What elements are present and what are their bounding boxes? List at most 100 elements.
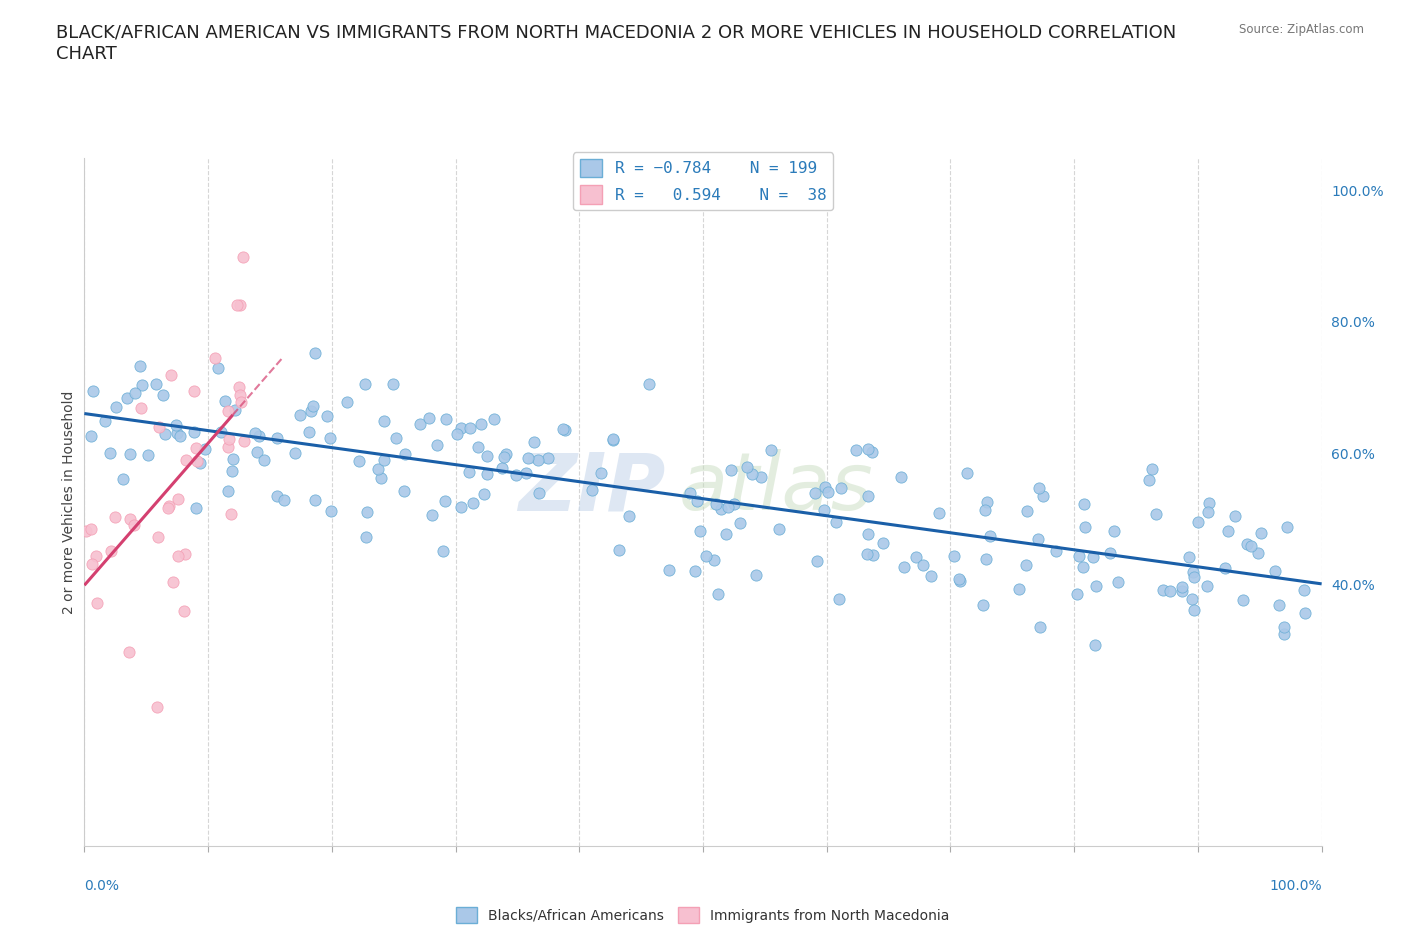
- Point: [347, 454, 370, 469]
- Point: [118, 512, 141, 526]
- Point: [872, 536, 894, 551]
- Point: [1177, 550, 1199, 565]
- Point: [814, 480, 837, 495]
- Point: [1247, 545, 1270, 560]
- Point: [1294, 605, 1316, 620]
- Point: [373, 414, 395, 429]
- Point: [367, 462, 389, 477]
- Point: [716, 527, 738, 542]
- Point: [1073, 497, 1095, 512]
- Point: [194, 442, 217, 457]
- Point: [82, 383, 104, 398]
- Point: [207, 361, 229, 376]
- Point: [86, 595, 108, 610]
- Point: [537, 450, 560, 465]
- Point: [890, 470, 912, 485]
- Point: [1182, 565, 1205, 579]
- Text: Source: ZipAtlas.com: Source: ZipAtlas.com: [1239, 23, 1364, 36]
- Point: [209, 424, 232, 439]
- Point: [1197, 505, 1219, 520]
- Point: [1272, 619, 1295, 634]
- Point: [1275, 520, 1298, 535]
- Text: atlas: atlas: [678, 449, 873, 527]
- Point: [1029, 619, 1052, 634]
- Point: [129, 359, 152, 374]
- Point: [904, 550, 927, 565]
- Point: [321, 504, 343, 519]
- Point: [1198, 496, 1220, 511]
- Point: [1274, 627, 1296, 642]
- Point: [745, 567, 768, 582]
- Point: [516, 450, 538, 465]
- Point: [394, 446, 416, 461]
- Point: [856, 489, 879, 504]
- Point: [253, 453, 276, 468]
- Point: [129, 401, 152, 416]
- Point: [679, 485, 702, 500]
- Point: [233, 433, 256, 448]
- Point: [920, 568, 942, 583]
- Point: [717, 499, 740, 514]
- Point: [381, 376, 404, 391]
- Point: [526, 452, 548, 467]
- Point: [825, 515, 848, 530]
- Point: [1187, 515, 1209, 530]
- Point: [735, 459, 758, 474]
- Point: [298, 425, 321, 440]
- Point: [174, 547, 197, 562]
- Point: [554, 423, 576, 438]
- Point: [104, 399, 127, 414]
- Point: [1085, 579, 1108, 594]
- Point: [1142, 462, 1164, 477]
- Y-axis label: 2 or more Vehicles in Household: 2 or more Vehicles in Household: [62, 391, 76, 614]
- Point: [768, 522, 790, 537]
- Point: [979, 529, 1001, 544]
- Point: [1182, 603, 1205, 618]
- Point: [707, 587, 730, 602]
- Point: [1104, 524, 1126, 538]
- Point: [166, 425, 188, 440]
- Point: [1236, 537, 1258, 551]
- Point: [761, 442, 783, 457]
- Point: [229, 388, 252, 403]
- Text: 0.0%: 0.0%: [84, 879, 120, 893]
- Point: [686, 493, 709, 508]
- Point: [224, 403, 246, 418]
- Point: [1014, 557, 1036, 572]
- Point: [136, 447, 159, 462]
- Point: [1240, 538, 1263, 553]
- Point: [159, 367, 181, 382]
- Point: [246, 445, 269, 459]
- Point: [153, 427, 176, 442]
- Point: [1171, 579, 1194, 594]
- Point: [392, 484, 415, 498]
- Point: [229, 298, 252, 312]
- Point: [100, 543, 122, 558]
- Point: [491, 460, 513, 475]
- Point: [219, 506, 242, 521]
- Point: [1180, 591, 1202, 606]
- Point: [551, 421, 574, 436]
- Point: [976, 495, 998, 510]
- Point: [1171, 584, 1194, 599]
- Point: [804, 486, 827, 501]
- Point: [1067, 549, 1090, 564]
- Point: [299, 404, 322, 418]
- Point: [118, 446, 141, 461]
- Point: [217, 404, 239, 418]
- Point: [124, 386, 146, 401]
- Point: [974, 502, 997, 517]
- Point: [173, 604, 195, 618]
- Point: [186, 441, 208, 456]
- Point: [1144, 507, 1167, 522]
- Point: [266, 488, 288, 503]
- Point: [1083, 550, 1105, 565]
- Point: [146, 700, 169, 715]
- Point: [467, 439, 489, 454]
- Point: [1184, 569, 1206, 584]
- Point: [432, 544, 454, 559]
- Point: [232, 249, 254, 264]
- Point: [949, 574, 972, 589]
- Point: [152, 387, 174, 402]
- Point: [247, 428, 270, 443]
